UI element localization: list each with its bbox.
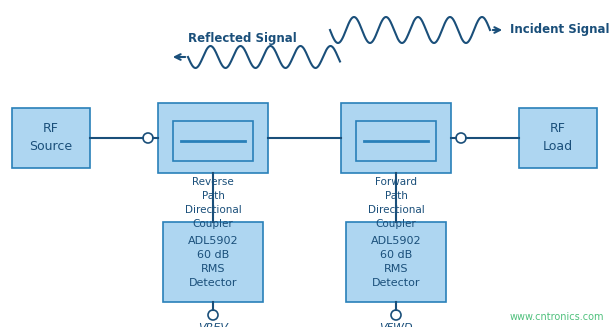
FancyBboxPatch shape	[12, 108, 90, 168]
Text: VREV: VREV	[198, 323, 228, 327]
Text: RF
Load: RF Load	[543, 123, 573, 153]
Text: www.cntronics.com: www.cntronics.com	[510, 312, 604, 322]
FancyBboxPatch shape	[341, 103, 451, 173]
FancyBboxPatch shape	[519, 108, 597, 168]
Text: Forward
Path
Directional
Coupler: Forward Path Directional Coupler	[368, 177, 424, 229]
Text: Reverse
Path
Directional
Coupler: Reverse Path Directional Coupler	[185, 177, 241, 229]
FancyBboxPatch shape	[158, 103, 268, 173]
Text: RF
Source: RF Source	[29, 123, 72, 153]
FancyBboxPatch shape	[346, 222, 446, 302]
Text: Reflected Signal: Reflected Signal	[188, 32, 297, 45]
Text: Incident Signal: Incident Signal	[510, 24, 609, 37]
Text: ADL5902
60 dB
RMS
Detector: ADL5902 60 dB RMS Detector	[371, 236, 421, 288]
Text: ADL5902
60 dB
RMS
Detector: ADL5902 60 dB RMS Detector	[188, 236, 238, 288]
FancyBboxPatch shape	[173, 121, 253, 161]
FancyBboxPatch shape	[356, 121, 436, 161]
Text: VFWD: VFWD	[379, 323, 413, 327]
FancyBboxPatch shape	[163, 222, 263, 302]
